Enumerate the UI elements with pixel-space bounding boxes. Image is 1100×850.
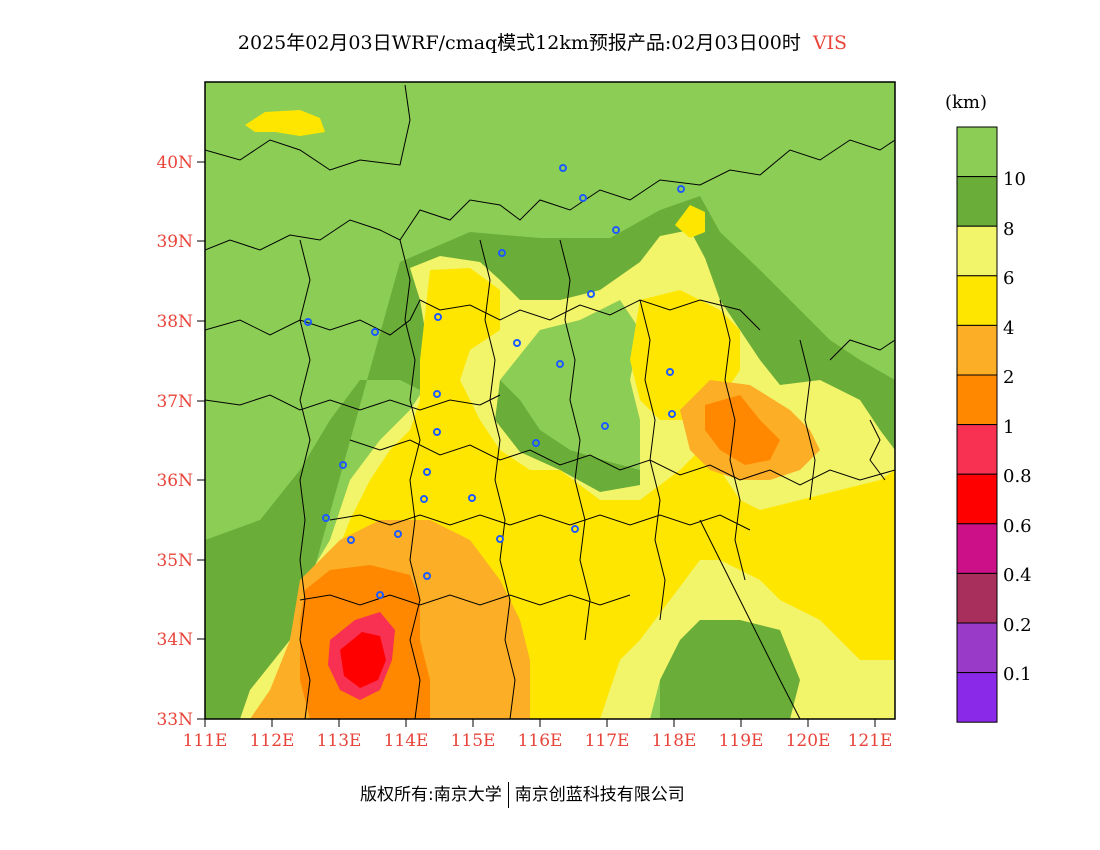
field-nw-patch [245, 110, 325, 136]
lat-axis: 40N 39N 38N 37N 36N 35N 34N 33N [156, 153, 205, 730]
colorbar-swatch [956, 523, 998, 574]
field-ne-patch [675, 205, 705, 238]
colorbar-swatch [956, 126, 998, 178]
colorbar-swatch [956, 275, 998, 326]
station-marker [304, 318, 312, 326]
colorbar: (km) 10 8 6 4 2 1 0.8 0.6 0.4 0.2 0.1 [945, 92, 1032, 723]
station-marker [513, 339, 521, 347]
title-variable: VIS [812, 32, 848, 54]
station-marker [556, 360, 564, 368]
colorbar-swatch [956, 572, 998, 624]
stations [304, 164, 685, 599]
title-main: 2025年02月03日WRF/cmaq模式12km预报产品:02月03日00时 [237, 32, 801, 54]
colorbar-labels: 10 8 6 4 2 1 0.8 0.6 0.4 0.2 0.1 [1003, 169, 1032, 685]
station-marker [434, 313, 442, 321]
lon-label: 112E [250, 731, 295, 751]
station-marker [468, 494, 476, 502]
colorbar-label: 4 [1003, 318, 1014, 339]
lat-label: 33N [156, 710, 193, 730]
lat-label: 37N [156, 392, 193, 412]
lon-label: 116E [518, 731, 563, 751]
lon-label: 120E [786, 731, 831, 751]
colorbar-label: 0.1 [1003, 664, 1032, 685]
station-marker [347, 536, 355, 544]
lon-label: 113E [317, 731, 362, 751]
station-marker [601, 422, 609, 430]
lat-label: 36N [156, 471, 193, 491]
colorbar-swatch [956, 622, 998, 674]
colorbar-label: 1 [1003, 417, 1014, 438]
station-marker [612, 226, 620, 234]
colorbar-label: 6 [1003, 268, 1014, 289]
footer-separator [507, 782, 509, 808]
station-marker [423, 572, 431, 580]
colorbar-unit: (km) [945, 92, 987, 113]
colorbar-label: 0.2 [1003, 615, 1032, 636]
colorbar-swatch [956, 672, 998, 723]
station-marker [339, 461, 347, 469]
station-marker [496, 535, 504, 543]
lon-label: 115E [451, 731, 496, 751]
colorbar-swatch [956, 374, 998, 426]
station-marker [423, 468, 431, 476]
colorbar-label: 0.4 [1003, 565, 1032, 586]
colorbar-swatch [956, 176, 998, 227]
lat-label: 35N [156, 551, 193, 571]
colorbar-label: 10 [1003, 169, 1026, 190]
station-marker [498, 249, 506, 257]
station-marker [433, 428, 441, 436]
field-green-valley-edge [495, 380, 640, 492]
colorbar-label: 2 [1003, 367, 1014, 388]
station-marker [322, 514, 330, 522]
colorbar-label: 8 [1003, 219, 1014, 240]
visibility-field [205, 82, 895, 719]
footer-left: 版权所有:南京大学 [360, 785, 502, 805]
station-marker [433, 390, 441, 398]
boundaries [205, 84, 895, 719]
station-marker [420, 495, 428, 503]
lat-label: 34N [156, 630, 193, 650]
colorbar-swatch [956, 424, 998, 475]
station-marker [376, 591, 384, 599]
footer-credits: 版权所有:南京大学 南京创蓝科技有限公司 [360, 780, 685, 808]
station-marker [532, 439, 540, 447]
footer-right: 南京创蓝科技有限公司 [514, 785, 685, 805]
lon-label: 121E [848, 731, 893, 751]
station-marker [677, 185, 685, 193]
field-06km [340, 632, 386, 688]
colorbar-label: 0.8 [1003, 466, 1032, 487]
station-marker [394, 530, 402, 538]
lon-label: 118E [652, 731, 697, 751]
field-1km-b [705, 395, 780, 465]
station-marker [371, 328, 379, 336]
station-marker [666, 368, 674, 376]
page-title: 2025年02月03日WRF/cmaq模式12km预报产品:02月03日00时 V… [0, 28, 1085, 55]
lat-label: 40N [156, 153, 193, 173]
colorbar-swatch [956, 473, 998, 525]
station-marker [579, 194, 587, 202]
colorbar-label: 0.6 [1003, 516, 1032, 537]
lat-label: 39N [156, 232, 193, 252]
colorbar-swatch [956, 324, 998, 376]
colorbar-boxes [956, 126, 998, 723]
lon-label: 111E [183, 731, 228, 751]
colorbar-swatch [956, 225, 998, 277]
lat-label: 38N [156, 312, 193, 332]
station-marker [587, 290, 595, 298]
lon-axis: 111E 112E 113E 114E 115E 116E 117E 118E … [183, 719, 893, 751]
station-marker [668, 410, 676, 418]
station-marker [559, 164, 567, 172]
lon-label: 117E [585, 731, 630, 751]
station-marker [571, 525, 579, 533]
lon-label: 119E [719, 731, 764, 751]
lon-label: 114E [384, 731, 429, 751]
